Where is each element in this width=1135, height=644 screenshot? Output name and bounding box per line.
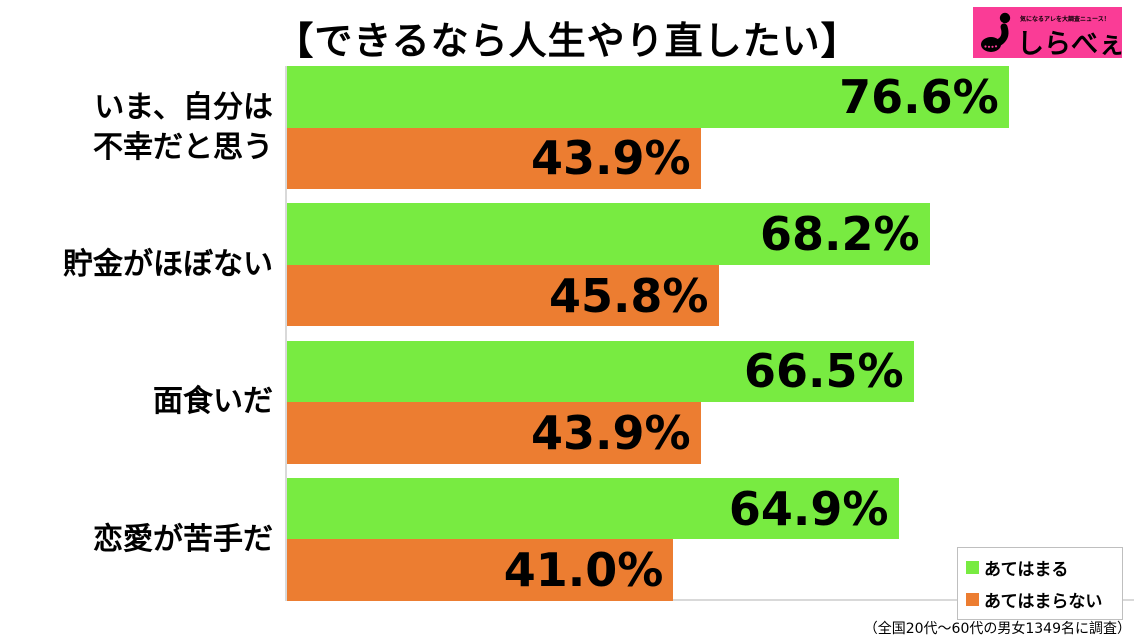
bar-not-applies: 45.8%: [287, 264, 719, 327]
bar-value-label: 43.9%: [531, 405, 691, 460]
category-label: いま、自分は 不幸だと思う: [93, 89, 273, 165]
category-label: 面食いだ: [153, 384, 273, 420]
legend-item-not-applies: あてはまらない: [966, 587, 1114, 612]
logo-brand-name: しらべぇ: [1017, 29, 1122, 58]
logo-tagline: 気になるアレを大調査ニュース！: [1020, 16, 1110, 23]
bar-applies: 64.9%: [287, 477, 899, 540]
bar-value-label: 43.9%: [531, 131, 691, 186]
bar-applies: 66.5%: [287, 340, 914, 403]
bar-pair: 68.2% 45.8%: [287, 203, 1135, 327]
legend-item-applies: あてはまる: [966, 555, 1114, 580]
legend-swatch-orange: [966, 593, 979, 606]
category-label: 貯金がほぼない: [63, 247, 273, 283]
bar-group: 恋愛が苦手だ 64.9% 41.0%: [0, 477, 1135, 601]
legend-swatch-green: [966, 561, 979, 574]
plot-area: いま、自分は 不幸だと思う 76.6% 43.9% 貯金がほぼない 68.2% 45.8%…: [0, 66, 1135, 602]
bar-value-label: 66.5%: [743, 344, 904, 399]
bar-group: いま、自分は 不幸だと思う 76.6% 43.9%: [0, 66, 1135, 189]
bar-pair: 64.9% 41.0%: [287, 477, 1135, 601]
bar-value-label: 76.6%: [839, 69, 999, 124]
bar-group: 面食いだ 66.5% 43.9%: [0, 340, 1135, 464]
legend: あてはまる あてはまらない: [957, 547, 1123, 620]
bar-not-applies: 41.0%: [287, 539, 674, 601]
legend-label: あてはまらない: [984, 592, 1103, 612]
category-label: 恋愛が苦手だ: [93, 521, 273, 557]
bar-group: 貯金がほぼない 68.2% 45.8%: [0, 203, 1135, 327]
bar-value-label: 41.0%: [503, 543, 664, 598]
survey-footnote: （全国20代～60代の男女1349名に調査）: [863, 621, 1131, 637]
bar-pair: 76.6% 43.9%: [287, 66, 1135, 189]
shirabee-mascot-icon: [981, 12, 1011, 52]
bar-applies: 68.2%: [287, 203, 930, 265]
axis-lines: [285, 66, 1134, 601]
bar-pair: 66.5% 43.9%: [287, 340, 1135, 464]
chart-title: 【できるなら人生やり直したい】: [275, 19, 860, 63]
bar-groups: いま、自分は 不幸だと思う 76.6% 43.9% 貯金がほぼない 68.2% 45.8%…: [0, 66, 1135, 601]
bar-value-label: 45.8%: [548, 268, 709, 323]
legend-label: あてはまる: [984, 560, 1069, 580]
bar-value-label: 64.9%: [728, 481, 889, 536]
bar-not-applies: 43.9%: [287, 127, 701, 189]
bar-applies: 76.6%: [287, 66, 1009, 128]
bar-not-applies: 43.9%: [287, 402, 701, 464]
bar-value-label: 68.2%: [760, 207, 920, 262]
shirabee-logo: 気になるアレを大調査ニュース！ しらべぇ: [973, 7, 1122, 58]
